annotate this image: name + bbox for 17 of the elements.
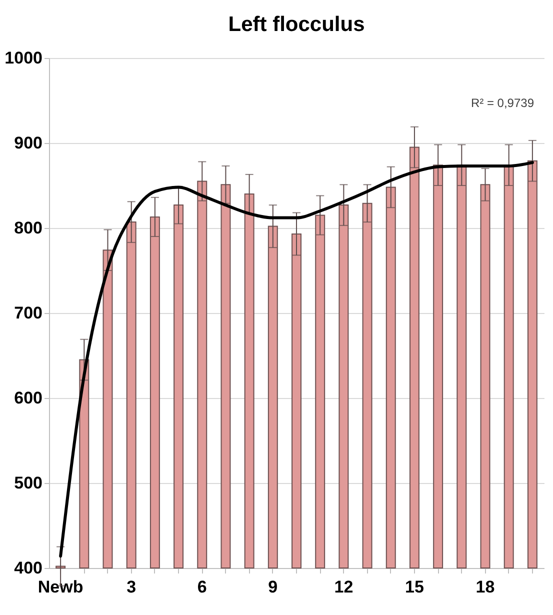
chart-title: Left flocculus [228, 13, 365, 36]
y-tick-label: 900 [14, 134, 42, 152]
y-tick-label: 700 [14, 304, 42, 322]
y-tick-label: 1000 [4, 48, 42, 68]
y-tick-label: 500 [14, 474, 42, 492]
annotation: R² = 0,9739 [470, 96, 534, 110]
line-series [59, 161, 534, 558]
x-tick-label: 6 [197, 578, 207, 596]
x-tick-label: 12 [334, 578, 354, 596]
x-tick-label: Newb [38, 578, 84, 596]
x-tick-label: 18 [476, 578, 495, 596]
y-tick-label: 800 [14, 218, 42, 238]
x-tick-label: 15 [405, 578, 424, 596]
y-tick-label: 400 [14, 558, 42, 578]
x-tick-label: 3 [126, 578, 136, 596]
y-tick-label: 600 [14, 388, 42, 408]
x-tick-label: 9 [268, 578, 278, 596]
